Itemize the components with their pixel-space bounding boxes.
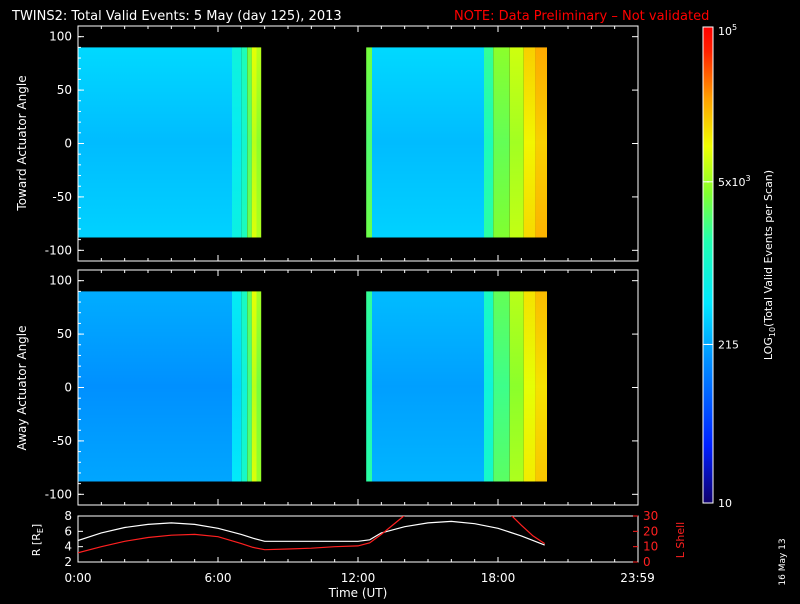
heatmap-band xyxy=(241,47,248,238)
colorbar-tick-label: 105 xyxy=(718,23,737,38)
heatmap-band xyxy=(256,291,262,482)
heatmap-band xyxy=(78,291,232,482)
chart-title: TWINS2: Total Valid Events: 5 May (day 1… xyxy=(11,9,342,24)
x-tick-label: 18:00 xyxy=(481,571,516,585)
orbit-left-axis: 86 42 xyxy=(64,509,83,569)
y-tick-label: 50 xyxy=(57,83,72,97)
x-tick-label: 6:00 xyxy=(205,571,232,585)
heatmap-band xyxy=(256,47,262,238)
heatmap-band xyxy=(232,47,242,238)
heatmap-band xyxy=(509,291,524,482)
heatmap-band xyxy=(493,47,510,238)
away-y-axis: 100 50 0 -50 -100 xyxy=(45,269,638,506)
toward-y-label: Toward Actuator Angle xyxy=(15,75,29,211)
colorbar-label: LOG10(Total Valid Events per Scan) xyxy=(762,170,777,360)
heatmap-band xyxy=(241,291,248,482)
heatmap-band xyxy=(509,47,524,238)
heatmap-band xyxy=(372,47,484,238)
left-tick-label: 4 xyxy=(64,540,72,554)
heatmap-segment xyxy=(78,291,262,482)
away-heatmap xyxy=(78,291,547,482)
toward-panel: 100 50 0 -50 -100 Toward Actuator Angle xyxy=(15,25,639,262)
right-tick-label: 30 xyxy=(643,509,658,523)
heatmap-band xyxy=(78,47,232,238)
radius-line xyxy=(78,520,545,546)
toward-heatmap xyxy=(78,47,547,238)
right-tick-label: 10 xyxy=(643,540,658,554)
heatmap-segment xyxy=(78,47,262,238)
heatmap-segment xyxy=(366,47,547,238)
y-tick-label: -100 xyxy=(45,243,72,257)
heatmap-band xyxy=(251,291,257,482)
toward-x-ticks xyxy=(77,26,639,261)
left-tick-label: 6 xyxy=(64,524,72,538)
left-tick-label: 8 xyxy=(64,509,72,523)
colorbar-gradient xyxy=(703,27,713,503)
left-tick-label: 2 xyxy=(64,555,72,569)
away-panel: 100 50 0 -50 -100 Away Actuator Angle xyxy=(15,269,639,506)
heatmap-band xyxy=(535,291,547,482)
x-tick-label: 12:00 xyxy=(341,571,376,585)
colorbar-tick-label: 215 xyxy=(718,338,739,351)
x-tick-label: 23:59 xyxy=(620,571,655,585)
heatmap-band xyxy=(484,291,494,482)
orbit-left-label: R [RE] xyxy=(30,524,45,556)
y-tick-label: 100 xyxy=(49,30,72,44)
y-tick-label: -100 xyxy=(45,487,72,501)
y-tick-label: -50 xyxy=(52,190,72,204)
colorbar-tick-label: 10 xyxy=(718,497,732,510)
preliminary-note: NOTE: Data Preliminary – Not validated xyxy=(454,9,709,24)
y-tick-label: 100 xyxy=(49,274,72,288)
heatmap-segment xyxy=(366,291,547,482)
heatmap-band xyxy=(366,47,372,238)
date-stamp: 16 May 13 xyxy=(778,538,788,585)
orbit-right-label: L Shell xyxy=(674,522,687,558)
heatmap-band xyxy=(493,291,510,482)
heatmap-band xyxy=(523,291,536,482)
lshell-line xyxy=(78,516,546,554)
y-tick-label: -50 xyxy=(52,434,72,448)
heatmap-band xyxy=(251,47,257,238)
heatmap-band xyxy=(372,291,484,482)
colorbar: 10 215 5x103 105 LOG10(Total Valid Events p… xyxy=(702,23,777,510)
away-x-ticks xyxy=(77,270,639,505)
right-tick-label: 0 xyxy=(643,555,651,569)
heatmap-band xyxy=(247,47,252,238)
colorbar-ticks: 10 215 5x103 105 xyxy=(703,23,751,510)
toward-y-axis: 100 50 0 -50 -100 xyxy=(45,25,638,262)
y-tick-label: 0 xyxy=(64,137,72,151)
orbit-x-axis: 0:00 6:00 12:00 18:00 23:59 xyxy=(65,557,655,585)
heatmap-band xyxy=(484,47,494,238)
x-tick-label: 0:00 xyxy=(65,571,92,585)
away-y-label: Away Actuator Angle xyxy=(15,325,29,450)
colorbar-tick-label: 5x103 xyxy=(718,174,751,189)
heatmap-band xyxy=(535,47,547,238)
heatmap-band xyxy=(523,47,536,238)
heatmap-band xyxy=(232,291,242,482)
heatmap-band xyxy=(366,291,372,482)
right-tick-label: 20 xyxy=(643,524,658,538)
heatmap-band xyxy=(247,291,252,482)
y-tick-label: 0 xyxy=(64,381,72,395)
y-tick-label: 50 xyxy=(57,327,72,341)
x-axis-label: Time (UT) xyxy=(328,586,388,600)
orbit-lines xyxy=(78,516,546,554)
